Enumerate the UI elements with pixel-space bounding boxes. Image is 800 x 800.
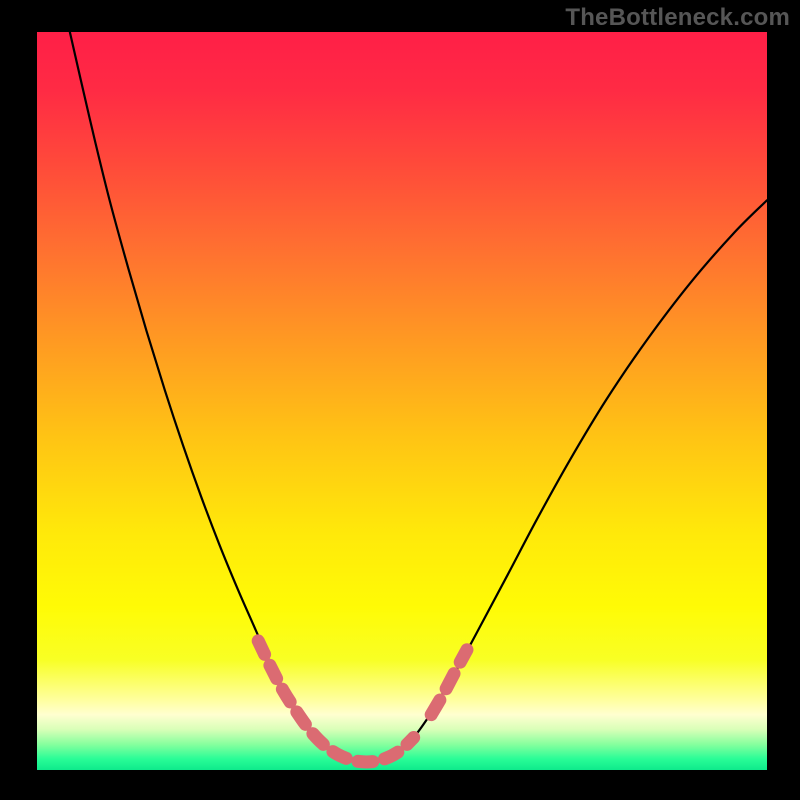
highlight-segment-1 xyxy=(431,650,467,715)
curve-layer xyxy=(0,0,800,800)
highlight-segment-0 xyxy=(258,641,413,762)
chart-stage: TheBottleneck.com xyxy=(0,0,800,800)
bottleneck-curve xyxy=(70,32,767,762)
